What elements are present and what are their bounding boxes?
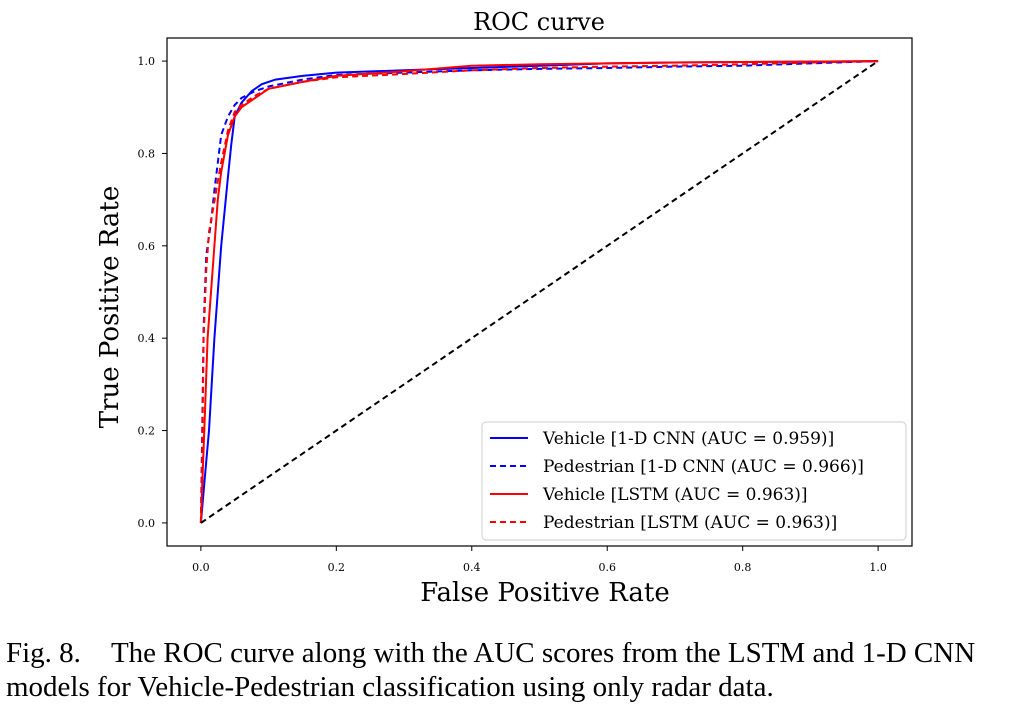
y-axis-label: True Positive Rate <box>95 186 125 429</box>
x-tick-label: 0.2 <box>328 561 346 574</box>
legend-box <box>481 421 907 541</box>
legend-label: Vehicle [LSTM (AUC = 0.963)] <box>542 485 808 505</box>
series-layer <box>199 60 879 524</box>
x-axis-ticks: 0.0 0.2 0.4 0.6 0.8 1.0 <box>192 546 887 574</box>
figure-number: Fig. 8. <box>6 637 81 669</box>
legend: Vehicle [1-D CNN (AUC = 0.959)] Pedestria… <box>481 421 907 541</box>
x-axis-label: False Positive Rate <box>420 578 669 608</box>
legend-label: Pedestrian [LSTM (AUC = 0.963)] <box>543 513 837 533</box>
legend-label: Pedestrian [1-D CNN (AUC = 0.966)] <box>543 457 864 477</box>
y-tick-label: 0.4 <box>138 332 156 345</box>
x-tick-label: 0.6 <box>598 561 616 574</box>
caption-text: The ROC curve along with the AUC scores … <box>6 637 976 703</box>
chart-title: ROC curve <box>473 8 605 36</box>
series-line-3 <box>199 60 879 523</box>
y-tick-label: 0.0 <box>138 517 156 530</box>
y-tick-label: 1.0 <box>138 55 156 68</box>
y-tick-label: 0.8 <box>138 147 156 160</box>
legend-label: Vehicle [1-D CNN (AUC = 0.959)] <box>542 429 834 449</box>
x-tick-label: 1.0 <box>869 561 887 574</box>
x-tick-label: 0.4 <box>463 561 481 574</box>
figure-caption: Fig. 8. The ROC curve along with the AUC … <box>6 636 1011 704</box>
chance-diagonal-line <box>200 60 879 524</box>
y-tick-label: 0.6 <box>138 240 156 253</box>
x-tick-label: 0.0 <box>192 561 210 574</box>
roc-chart: 0.0 0.2 0.4 0.6 0.8 1.0 0.0 0.2 0.4 0.6 0.8 1.0 RO… <box>95 8 913 608</box>
x-tick-label: 0.8 <box>734 561 752 574</box>
y-axis-ticks: 0.0 0.2 0.4 0.6 0.8 1.0 <box>138 55 167 530</box>
y-tick-label: 0.2 <box>138 425 156 438</box>
series-line-2 <box>199 60 879 523</box>
series-line-1 <box>199 60 879 523</box>
